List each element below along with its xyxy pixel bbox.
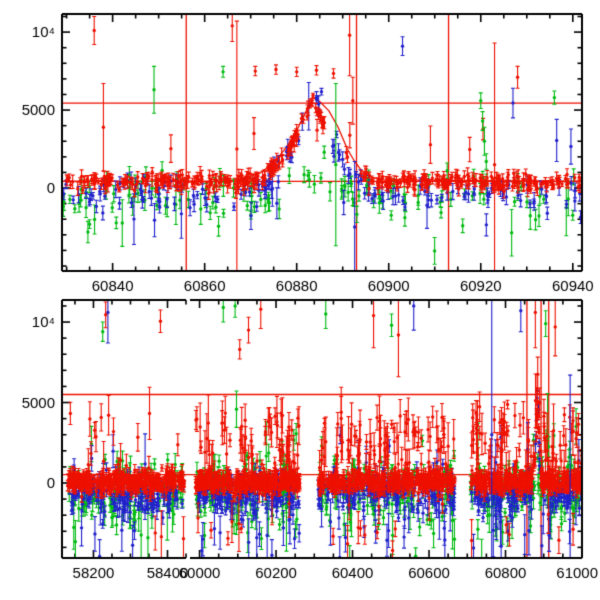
light-curve-canvas xyxy=(0,0,600,600)
light-curve-figure xyxy=(0,0,600,600)
